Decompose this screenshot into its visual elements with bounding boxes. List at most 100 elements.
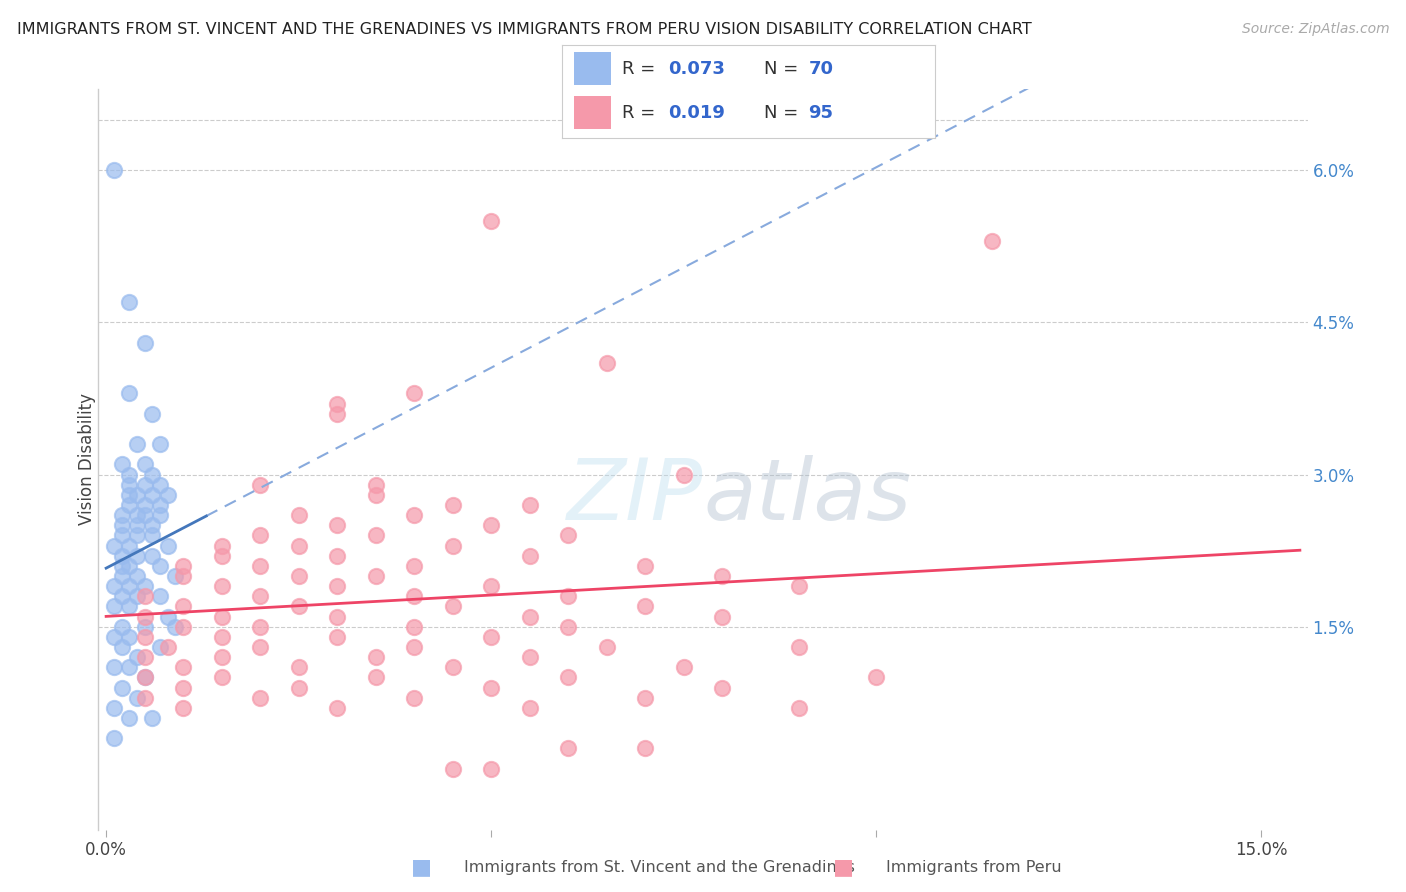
Point [441,660,464,674]
Point [134,650,156,665]
Point [557,620,579,634]
Point [711,569,734,583]
Bar [574,96,610,129]
Text: ■: ■ [834,857,853,877]
Point [441,599,464,614]
Text: N =: N = [763,104,804,122]
Point [326,579,349,593]
Point [103,163,125,178]
Point [364,569,387,583]
Point [110,528,132,542]
Point [519,701,541,715]
Point [249,589,271,603]
Point [134,458,156,472]
Point [711,681,734,695]
Point [110,549,132,563]
Point [441,539,464,553]
Point [118,295,141,310]
Point [557,589,579,603]
Point [118,630,141,644]
Point [103,579,125,593]
Point [103,660,125,674]
Point [103,701,125,715]
Point [134,670,156,684]
Point [364,650,387,665]
Point [134,630,156,644]
Text: R =: R = [621,60,661,78]
Point [134,620,156,634]
Point [118,711,141,725]
Point [441,498,464,512]
Point [287,508,309,523]
Point [156,640,179,654]
Point [479,518,502,533]
Point [125,437,148,451]
Point [125,518,148,533]
Point [125,690,148,705]
Text: R =: R = [621,104,661,122]
Text: Source: ZipAtlas.com: Source: ZipAtlas.com [1241,22,1389,37]
Point [364,670,387,684]
Point [172,569,194,583]
Point [287,681,309,695]
Point [787,640,810,654]
Point [519,498,541,512]
Point [141,528,163,542]
Point [787,579,810,593]
Point [110,518,132,533]
Text: Immigrants from St. Vincent and the Grenadines: Immigrants from St. Vincent and the Gren… [464,860,855,874]
Point [404,620,426,634]
Text: ZIP: ZIP [567,455,703,538]
Point [156,539,179,553]
Point [865,670,887,684]
Point [118,386,141,401]
Point [125,488,148,502]
Point [103,731,125,746]
Point [118,498,141,512]
Point [134,579,156,593]
Text: 0.073: 0.073 [669,60,725,78]
Point [125,569,148,583]
Text: ■: ■ [412,857,432,877]
Point [149,437,172,451]
Point [110,458,132,472]
Text: Immigrants from Peru: Immigrants from Peru [886,860,1062,874]
Point [211,539,233,553]
Point [479,579,502,593]
Point [110,558,132,573]
Point [110,589,132,603]
Point [211,579,233,593]
Point [441,762,464,776]
Point [519,650,541,665]
Point [787,701,810,715]
Point [326,701,349,715]
Point [141,518,163,533]
Point [125,549,148,563]
Point [141,549,163,563]
Point [479,681,502,695]
Text: N =: N = [763,60,804,78]
Point [118,477,141,491]
Point [287,599,309,614]
Point [287,660,309,674]
Bar [574,52,610,85]
Point [479,214,502,228]
Point [149,640,172,654]
Point [249,620,271,634]
Point [364,528,387,542]
Point [634,741,657,756]
Text: 0.019: 0.019 [669,104,725,122]
Point [364,477,387,491]
Point [172,681,194,695]
Point [110,508,132,523]
Point [211,670,233,684]
Point [557,670,579,684]
Point [141,488,163,502]
Point [103,599,125,614]
Point [404,558,426,573]
Point [110,681,132,695]
Point [634,599,657,614]
Point [404,386,426,401]
Point [165,620,187,634]
Point [287,539,309,553]
